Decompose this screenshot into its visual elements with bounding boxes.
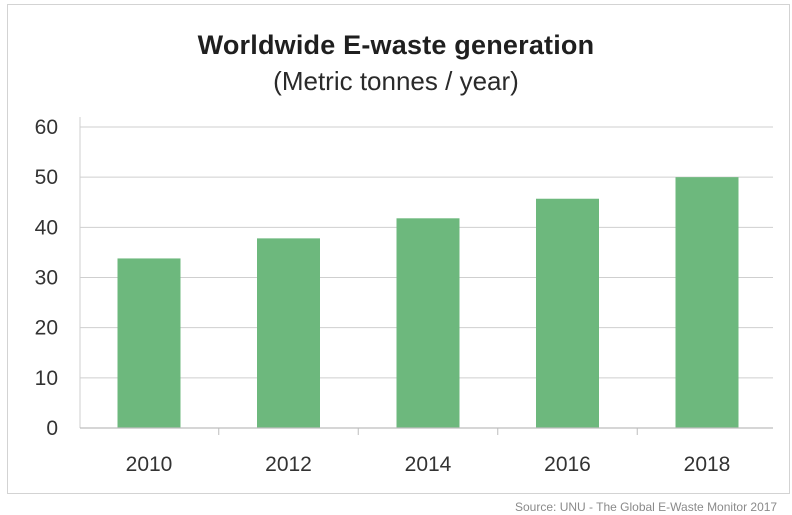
y-tick-label: 0 bbox=[46, 417, 58, 440]
x-tick-label: 2010 bbox=[126, 453, 173, 476]
chart-subtitle: (Metric tonnes / year) bbox=[273, 66, 519, 96]
chart-title: Worldwide E-waste generation bbox=[197, 30, 595, 60]
y-tick-label: 20 bbox=[35, 317, 58, 340]
y-tick-label: 10 bbox=[35, 367, 58, 390]
x-tick-label: 2018 bbox=[684, 453, 731, 476]
x-tick-label: 2014 bbox=[405, 453, 452, 476]
bar bbox=[117, 258, 181, 428]
x-tick-label: 2012 bbox=[265, 453, 312, 476]
x-tick-label: 2016 bbox=[544, 453, 591, 476]
bar bbox=[257, 238, 320, 428]
bar bbox=[536, 198, 599, 428]
source-note: Source: UNU - The Global E-Waste Monitor… bbox=[515, 500, 778, 514]
bar bbox=[675, 177, 739, 428]
y-tick-label: 40 bbox=[35, 216, 58, 239]
y-tick-label: 60 bbox=[35, 116, 58, 139]
bar bbox=[396, 218, 460, 428]
y-tick-label: 50 bbox=[35, 166, 58, 189]
y-tick-label: 30 bbox=[35, 267, 58, 290]
